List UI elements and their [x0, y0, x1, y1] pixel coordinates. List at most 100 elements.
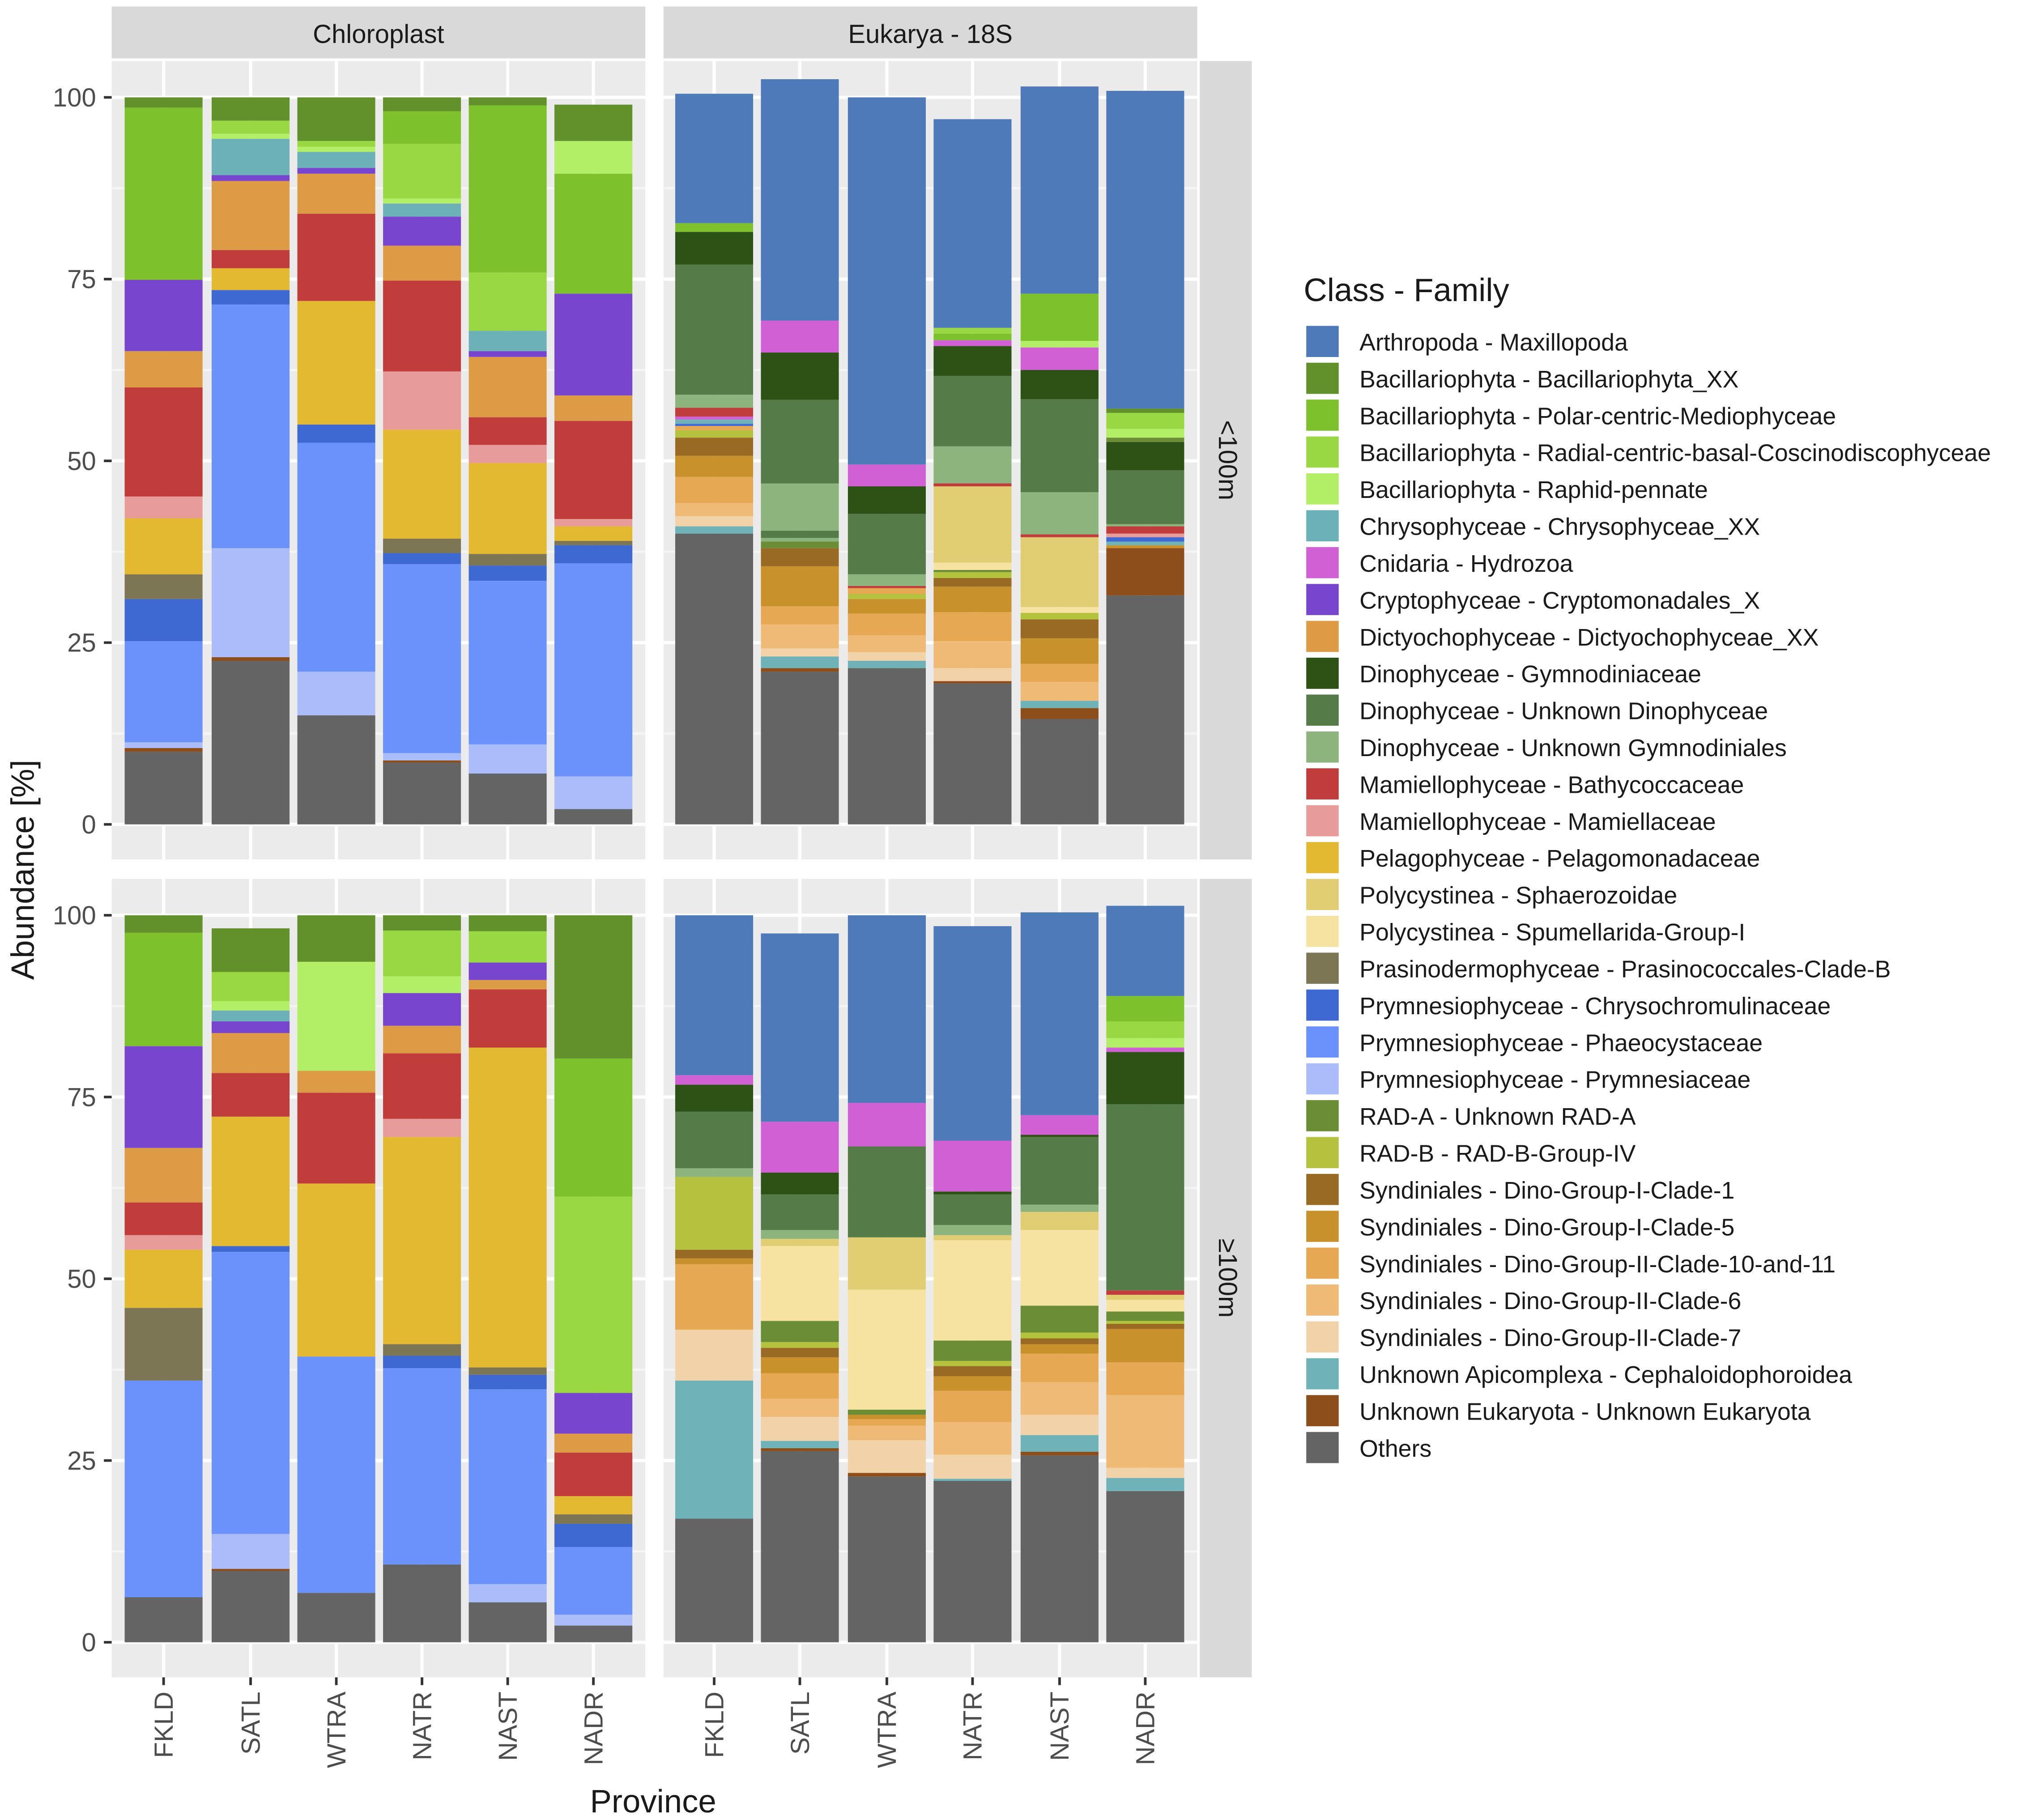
bar-segment [124, 1046, 203, 1148]
bar-segment [1106, 541, 1184, 545]
x-tick-label: SATL [236, 1692, 265, 1755]
bar-segment [675, 1264, 754, 1330]
bar-segment [124, 748, 203, 752]
bar-segment [1020, 708, 1099, 719]
bar-segment [1020, 682, 1099, 701]
bar-segment [761, 1246, 839, 1321]
bar-segment [554, 1615, 633, 1626]
bar-segment [554, 293, 633, 395]
column-strip-label: Chloroplast [313, 20, 444, 49]
bar-segment [469, 773, 547, 825]
bar-segment [124, 574, 203, 599]
bar-segment [848, 464, 926, 487]
bar-segment [554, 174, 633, 294]
bar-segment [933, 1376, 1012, 1391]
bar-segment [469, 272, 547, 331]
bar-segment [383, 198, 461, 204]
legend-swatch [1306, 621, 1339, 652]
bar-segment [675, 426, 754, 430]
bar-segment [554, 104, 633, 141]
legend-swatch [1306, 989, 1339, 1021]
bar-segment [1020, 534, 1099, 537]
row-strip [1200, 61, 1252, 859]
y-tick-label: 0 [81, 810, 96, 839]
legend-label: Prasinodermophyceae - Prasinococcales-Cl… [1359, 956, 1891, 982]
bar-segment [761, 1321, 839, 1342]
bar-segment [761, 672, 839, 825]
bar-segment [848, 1476, 926, 1642]
legend-label: Others [1359, 1435, 1431, 1462]
bar-segment [383, 1344, 461, 1356]
bar-segment [761, 1194, 839, 1230]
bar-segment [469, 744, 547, 774]
legend-swatch [1306, 510, 1339, 542]
legend-label: Syndiniales - Dino-Group-II-Clade-6 [1359, 1288, 1741, 1314]
bar-segment [933, 486, 1012, 563]
x-tick-label: WTRA [873, 1692, 902, 1768]
legend-label: Chrysophyceae - Chrysophyceae_XX [1359, 514, 1760, 540]
bar-segment [933, 612, 1012, 642]
bar-segment [124, 752, 203, 825]
bar-segment [211, 1252, 290, 1534]
legend-swatch [1306, 1358, 1339, 1390]
bar-segment [1106, 1038, 1184, 1048]
bar-segment [469, 357, 547, 417]
bar-segment [848, 586, 926, 588]
column-strip [663, 6, 1197, 59]
bar-segment [675, 526, 754, 534]
bar-segment [211, 139, 290, 175]
x-tick-label: NADR [579, 1692, 608, 1765]
bar-segment [848, 594, 926, 599]
bar-segment [848, 1440, 926, 1473]
bar-segment [124, 351, 203, 388]
bar-segment [554, 526, 633, 541]
bar-segment [1020, 1135, 1099, 1137]
bar-segment [554, 1433, 633, 1453]
bar-segment [933, 587, 1012, 612]
bar-segment [761, 1342, 839, 1348]
bar-segment [1020, 663, 1099, 682]
bar-segment [675, 476, 754, 503]
x-axis-title: Province [590, 1783, 716, 1820]
legend-swatch [1306, 1432, 1339, 1463]
bar-segment [848, 97, 926, 465]
bar-segment [675, 223, 754, 232]
bar-segment [1106, 537, 1184, 542]
bar-segment [124, 1235, 203, 1250]
legend-swatch [1306, 362, 1339, 394]
legend-label: Dictyochophyceae - Dictyochophyceae_XX [1359, 624, 1819, 651]
bar-segment [1106, 1467, 1184, 1478]
bar-segment [1106, 1321, 1184, 1324]
bar-segment [933, 1361, 1012, 1366]
bar-segment [297, 174, 375, 214]
bar-segment [211, 1001, 290, 1011]
bar-segment [675, 438, 754, 456]
bar-segment [469, 331, 547, 351]
bar-segment [1106, 1491, 1184, 1642]
bar-segment [297, 915, 375, 962]
bar-segment [933, 570, 1012, 572]
bar-segment [211, 661, 290, 825]
bar-segment [554, 915, 633, 1059]
bar-segment [1106, 1300, 1184, 1312]
bar-segment [1020, 638, 1099, 664]
y-tick-label: 100 [53, 83, 96, 112]
x-tick-label: SATL [786, 1692, 815, 1755]
bar-segment [1020, 1344, 1099, 1354]
bar-segment [933, 926, 1012, 1141]
legend-swatch [1306, 879, 1339, 910]
bar-segment [383, 1025, 461, 1054]
bar-segment [1106, 91, 1184, 409]
bar-segment [933, 1366, 1012, 1377]
bar-segment [761, 548, 839, 566]
bar-segment [1020, 612, 1099, 620]
bar-segment [1106, 470, 1184, 524]
bar-segment [383, 976, 461, 993]
bar-segment [1020, 1212, 1099, 1230]
legend-label: Prymnesiophyceae - Prymnesiaceae [1359, 1067, 1751, 1093]
bar-segment [933, 1240, 1012, 1341]
bar-segment [933, 1340, 1012, 1361]
bar-segment [469, 989, 547, 1048]
bar-segment [1020, 912, 1099, 1115]
bar-segment [297, 97, 375, 141]
